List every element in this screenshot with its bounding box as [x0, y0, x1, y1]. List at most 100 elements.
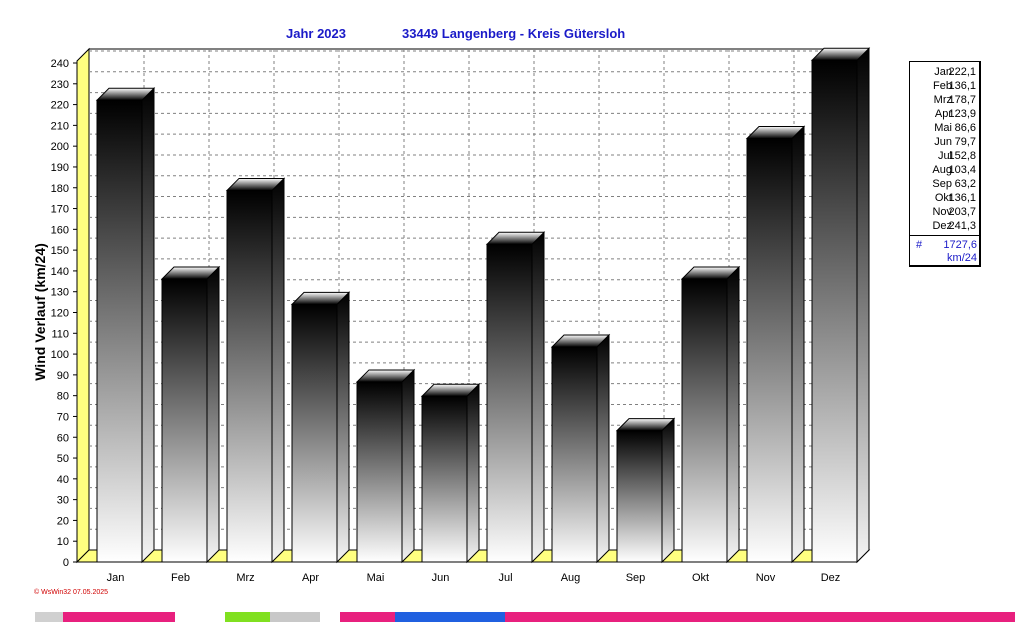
- legend-row: Mrz 178,7: [910, 93, 976, 107]
- legend-row: Nov 203,7: [910, 205, 976, 219]
- legend-value: 136,1: [948, 192, 976, 204]
- taskbar-item: [0, 612, 35, 622]
- legend-value: 203,7: [948, 206, 976, 218]
- taskbar-item: [320, 612, 340, 622]
- x-tick-label: Okt: [692, 572, 709, 584]
- bar-Feb: [160, 265, 221, 564]
- legend-row: Aug 103,4: [910, 163, 976, 177]
- bar-front: [96, 99, 143, 563]
- x-tick-label: Apr: [302, 572, 319, 584]
- y-tick-label: 0: [63, 557, 69, 569]
- bar-side: [661, 417, 675, 564]
- bar-side: [271, 177, 285, 564]
- bar-front: [291, 303, 338, 563]
- x-tick-label: Jul: [498, 572, 512, 584]
- bar-front: [421, 395, 468, 563]
- y-tick-label: 50: [57, 453, 69, 465]
- bar-top: [160, 266, 221, 280]
- legend-total-unit: km/24: [947, 252, 977, 264]
- y-tick-label: 120: [51, 308, 69, 320]
- bar-Jun: [420, 383, 481, 564]
- legend-row: Mai 86,6: [910, 121, 976, 135]
- legend-row: Sep 63,2: [910, 177, 976, 191]
- legend-value: 63,2: [954, 178, 976, 190]
- y-tick-label: 140: [51, 266, 69, 278]
- bar-side: [336, 291, 350, 564]
- legend-row: Dez 241,3: [910, 219, 976, 233]
- y-tick-label: 110: [51, 328, 69, 340]
- bar-top: [95, 87, 156, 101]
- bar-top: [485, 231, 546, 245]
- y-tick-label: 20: [57, 515, 69, 527]
- bar-front: [681, 278, 728, 563]
- y-tick-label: 10: [57, 536, 69, 548]
- x-tick-label: Aug: [561, 572, 581, 584]
- legend-value: 136,1: [948, 80, 976, 92]
- legend-value: 86,6: [954, 122, 976, 134]
- legend-row: Apr 123,9: [910, 107, 976, 121]
- y-tick-label: 220: [51, 100, 69, 112]
- bar-Okt: [680, 265, 741, 564]
- legend-value: 123,9: [948, 108, 976, 120]
- y-tick-label: 190: [51, 162, 69, 174]
- x-tick-label: Jan: [107, 572, 125, 584]
- legend-value: 222,1: [948, 66, 976, 78]
- bar-side: [791, 125, 805, 564]
- bar-front: [486, 243, 533, 563]
- bar-Dez: [810, 47, 871, 564]
- bar-top: [680, 266, 741, 280]
- chart-title-station: 33449 Langenberg - Kreis Gütersloh: [402, 26, 626, 41]
- bar-Apr: [290, 291, 351, 564]
- legend-month: Jun: [934, 136, 952, 148]
- bar-top: [615, 418, 676, 432]
- x-tick-label: Dez: [821, 572, 841, 584]
- bar-Aug: [550, 333, 611, 564]
- y-tick-label: 170: [51, 204, 69, 216]
- y-tick-label: 100: [51, 349, 69, 361]
- legend-month: Apr: [934, 108, 952, 120]
- chart-legend: Jan 222,1 Feb 136,1 Mrz 178,7 Apr 123,9 Mai 86,6 J…: [909, 61, 981, 267]
- taskbar-strip: [0, 612, 1015, 622]
- y-tick-label: 240: [51, 58, 69, 70]
- y-tick-label: 200: [51, 141, 69, 153]
- bar-top: [355, 369, 416, 383]
- bar-front: [226, 189, 273, 563]
- x-tick-label: Jun: [432, 572, 450, 584]
- legend-row: Feb 136,1: [910, 79, 976, 93]
- y-tick-label: 230: [51, 79, 69, 91]
- bar-front: [551, 346, 598, 563]
- y-tick-label: 130: [51, 287, 69, 299]
- legend-value: 79,7: [954, 136, 976, 148]
- taskbar-item: [175, 612, 225, 622]
- bar-side: [466, 383, 480, 564]
- taskbar-item: [395, 612, 505, 622]
- bar-top: [745, 125, 806, 139]
- x-tick-label: Sep: [626, 572, 646, 584]
- bar-side: [206, 265, 220, 564]
- x-tick-label: Mrz: [236, 572, 254, 584]
- legend-month: Feb: [933, 80, 952, 92]
- legend-row: Jun 79,7: [910, 135, 976, 149]
- legend-month: Sep: [932, 178, 952, 190]
- legend-month: Mai: [934, 122, 952, 134]
- bar-front: [356, 381, 403, 563]
- y-axis-label: Wind Verlauf (km/24): [32, 243, 48, 381]
- x-tick-label: Feb: [171, 572, 190, 584]
- taskbar-item: [225, 612, 270, 622]
- legend-value: 152,8: [948, 150, 976, 162]
- legend-month: Aug: [932, 164, 952, 176]
- bar-Mai: [355, 368, 416, 564]
- bar-front: [616, 430, 663, 563]
- bar-Sep: [615, 417, 676, 564]
- x-tick-label: Nov: [756, 572, 776, 584]
- legend-row: Okt 136,1: [910, 191, 976, 205]
- legend-month: Jan: [934, 66, 952, 78]
- y-tick-label: 70: [57, 411, 69, 423]
- y-tick-label: 30: [57, 495, 69, 507]
- legend-total-value: 1727,6: [943, 239, 977, 251]
- bar-top: [550, 334, 611, 348]
- bar-side: [141, 87, 155, 564]
- taskbar-item: [35, 612, 63, 622]
- bar-side: [726, 265, 740, 564]
